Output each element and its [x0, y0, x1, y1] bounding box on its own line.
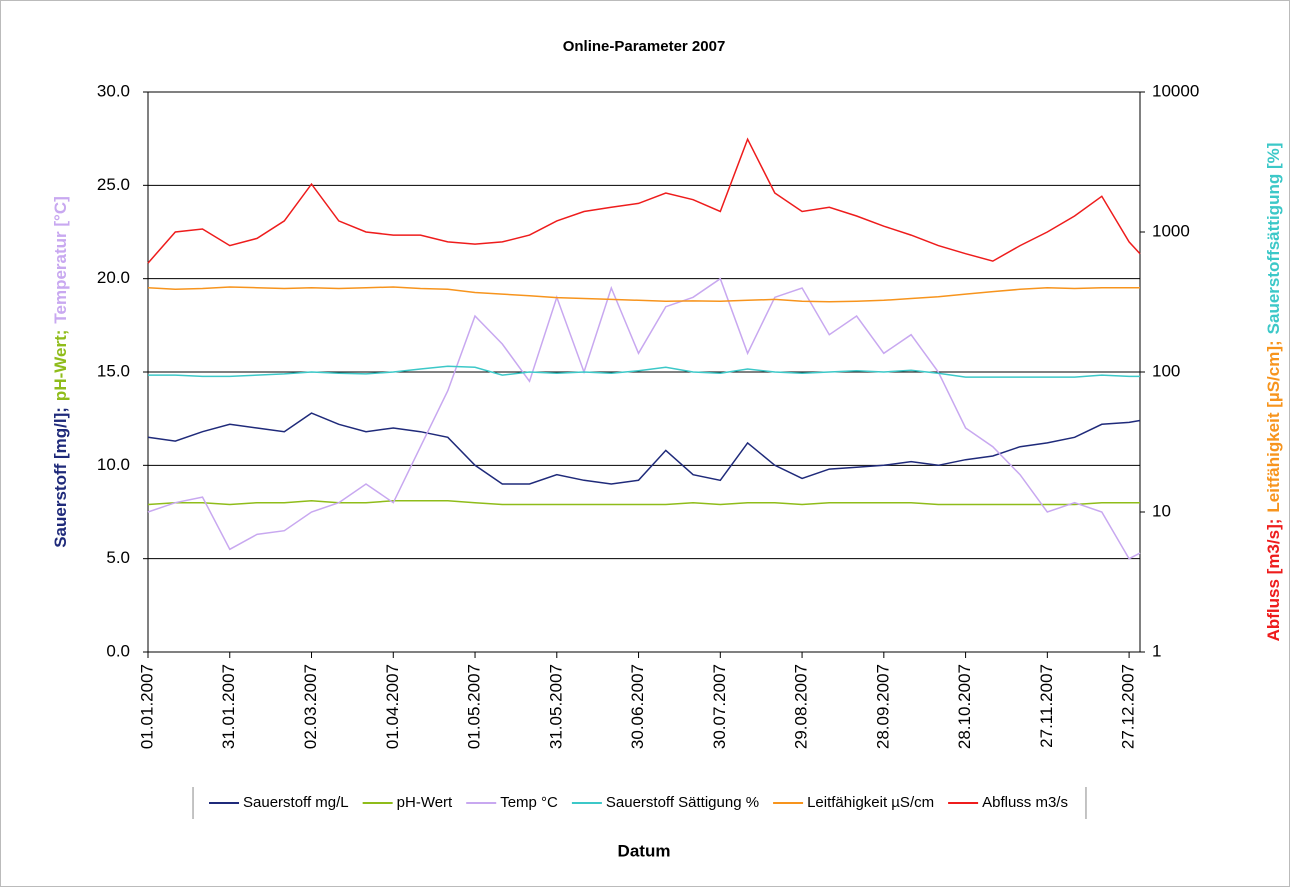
axis-label-part: Sauerstoffsättigung [%] — [1264, 143, 1283, 335]
y-tick-label: 10.0 — [97, 455, 130, 474]
legend-label: Temp °C — [500, 794, 558, 811]
y2-tick-label: 100 — [1152, 361, 1180, 380]
y2-tick-label: 1 — [1152, 641, 1161, 660]
y2-tick-label: 1000 — [1152, 221, 1190, 240]
y-tick-label: 5.0 — [106, 548, 130, 567]
x-tick-label: 31.01.2007 — [219, 664, 238, 749]
legend-label: Sauerstoff mg/L — [243, 794, 349, 811]
legend-label: pH-Wert — [397, 794, 453, 811]
x-tick-label: 29.08.2007 — [792, 664, 811, 749]
series-line — [148, 365, 1140, 378]
x-tick-label: 31.05.2007 — [546, 664, 565, 749]
series-line — [147, 500, 1140, 506]
x-tick-label: 27.11.2007 — [1037, 664, 1056, 748]
y-axis-label: Sauerstoff [mg/l]; pH-Wert; Temperatur [°C… — [51, 196, 70, 548]
series-line — [147, 286, 1140, 303]
x-axis-label: Datum — [618, 841, 671, 860]
series-line — [147, 277, 1141, 560]
series-line — [147, 137, 1141, 264]
x-tick-label: 01.04.2007 — [383, 664, 402, 749]
chart-title: Online-Parameter 2007 — [563, 38, 726, 55]
axis-label-part: Sauerstoff [mg/l]; — [51, 407, 70, 548]
axis-label-part: Abfluss [m3/s]; — [1264, 519, 1283, 642]
x-tick-label: 28.09.2007 — [873, 664, 892, 749]
legend-label: Sauerstoff Sättigung % — [606, 794, 759, 811]
y-tick-label: 25.0 — [97, 175, 130, 194]
x-tick-label: 28.10.2007 — [955, 664, 974, 749]
axis-label-part: pH-Wert; — [51, 330, 70, 401]
x-tick-label: 27.12.2007 — [1119, 664, 1138, 749]
x-tick-label: 02.03.2007 — [301, 664, 320, 749]
y-tick-label: 30.0 — [97, 81, 130, 100]
y2-tick-label: 10000 — [1152, 81, 1199, 100]
x-tick-label: 30.06.2007 — [628, 664, 647, 749]
legend-label: Leitfähigkeit µS/cm — [807, 794, 934, 811]
y-tick-label: 15.0 — [97, 361, 130, 380]
legend: Sauerstoff mg/L pH-Wert Temp °C Sauerstoff … — [209, 794, 1068, 811]
y2-axis-label: Abfluss [m3/s]; Leitfähigkeit [µS/cm]; Sau… — [1264, 143, 1283, 642]
x-tick-label: 01.01.2007 — [137, 664, 156, 749]
y2-tick-label: 10 — [1152, 501, 1171, 520]
y-tick-label: 20.0 — [97, 268, 130, 287]
axis-label-part: Leitfähigkeit [µS/cm]; — [1264, 340, 1283, 512]
series-line — [147, 412, 1141, 485]
axis-label-part: Temperatur [°C] — [51, 196, 70, 323]
y-tick-label: 0.0 — [106, 641, 130, 660]
x-tick-label: 01.05.2007 — [465, 664, 484, 749]
legend-label: Abfluss m3/s — [982, 794, 1068, 811]
x-tick-label: 30.07.2007 — [710, 664, 729, 749]
